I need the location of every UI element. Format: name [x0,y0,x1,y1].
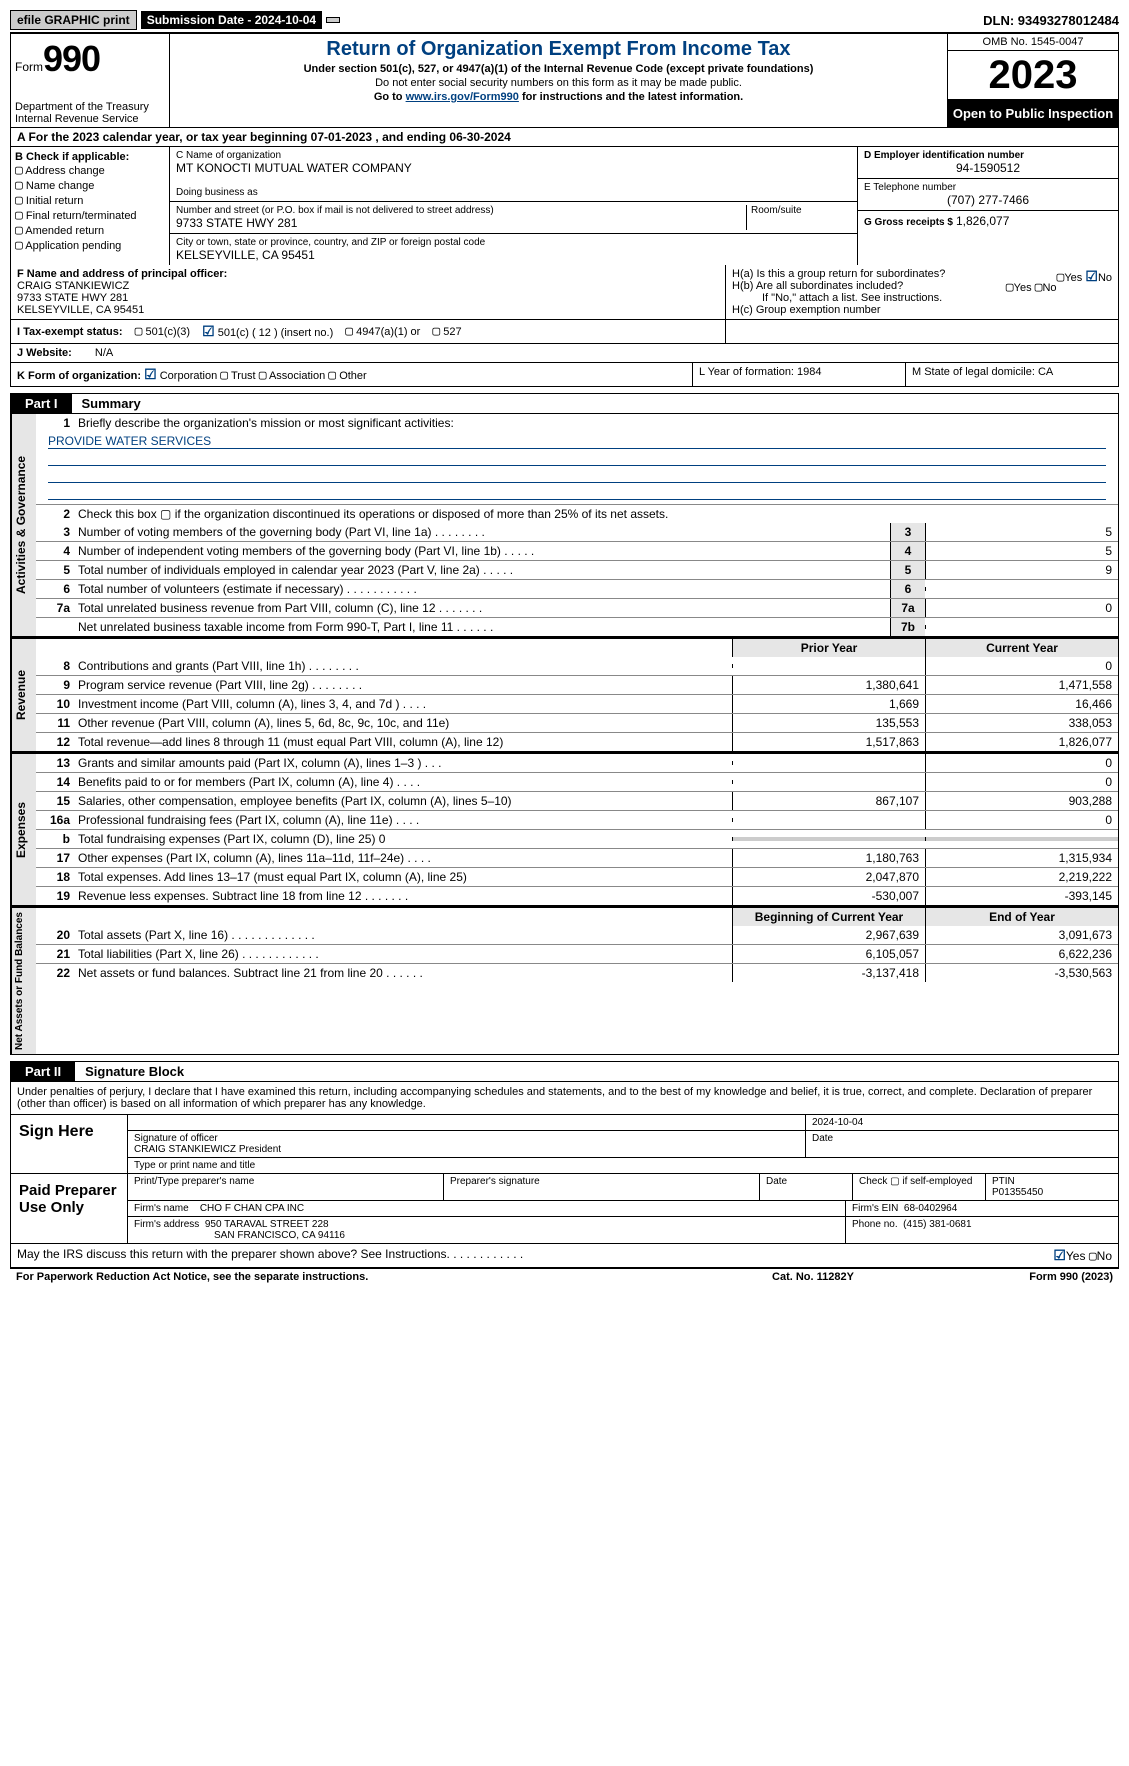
phone: (707) 277-7466 [864,193,1112,207]
officer-name: CRAIG STANKIEWICZ [17,280,719,292]
table-row: 18Total expenses. Add lines 13–17 (must … [36,867,1118,886]
table-row: Net unrelated business taxable income fr… [36,617,1118,636]
gross-receipts: 1,826,077 [956,214,1009,228]
netassets-section: Net Assets or Fund Balances Beginning of… [10,906,1119,1055]
ha-group-return: H(a) Is this a group return for subordin… [732,268,1112,280]
table-row: 4Number of independent voting members of… [36,541,1118,560]
table-row: 13Grants and similar amounts paid (Part … [36,754,1118,772]
form-title: Return of Organization Exempt From Incom… [176,38,941,61]
irs-link[interactable]: www.irs.gov/Form990 [406,91,519,103]
check-501c[interactable]: ☑ 501(c) ( 12 ) (insert no.) [202,323,333,340]
governance-section: Activities & Governance 1 Briefly descri… [10,414,1119,637]
ein: 94-1590512 [864,161,1112,175]
firm-ein: 68-0402964 [904,1203,957,1214]
org-address: 9733 STATE HWY 281 [176,216,746,230]
table-row: 16aProfessional fundraising fees (Part I… [36,810,1118,829]
sign-date: 2024-10-04 [806,1115,1118,1130]
check-trust[interactable]: ▢ Trust [220,370,255,382]
row-a-tax-year: A For the 2023 calendar year, or tax yea… [10,128,1119,147]
info-grid: B Check if applicable: ▢ Address change … [10,147,1119,265]
table-row: 12Total revenue—add lines 8 through 11 (… [36,732,1118,751]
state-domicile: M State of legal domicile: CA [906,363,1118,386]
check-address[interactable]: ▢ Address change [15,163,165,178]
hc-exemption: H(c) Group exemption number [732,304,1112,316]
subtitle-1: Under section 501(c), 527, or 4947(a)(1)… [176,63,941,75]
form-number: 990 [43,38,100,79]
table-row: 8Contributions and grants (Part VIII, li… [36,657,1118,675]
firm-address: 950 TARAVAL STREET 228 [205,1219,329,1230]
omb-number: OMB No. 1545-0047 [948,34,1118,51]
check-pending[interactable]: ▢ Application pending [15,238,165,253]
box-c: C Name of organization MT KONOCTI MUTUAL… [170,147,857,265]
table-row: 22Net assets or fund balances. Subtract … [36,963,1118,982]
open-to-public: Open to Public Inspection [948,100,1118,127]
table-row: 21Total liabilities (Part X, line 26) . … [36,944,1118,963]
expenses-section: Expenses 13Grants and similar amounts pa… [10,752,1119,906]
officer-signature: CRAIG STANKIEWICZ President [134,1144,799,1155]
mission: PROVIDE WATER SERVICES [48,434,1106,449]
check-name[interactable]: ▢ Name change [15,178,165,193]
check-final[interactable]: ▢ Final return/terminated [15,208,165,223]
table-row: 11Other revenue (Part VIII, column (A), … [36,713,1118,732]
check-4947[interactable]: ▢ 4947(a)(1) or [345,324,420,339]
check-501c3[interactable]: ▢ 501(c)(3) [135,324,191,339]
tax-year: 2023 [948,51,1118,100]
subtitle-3: Go to www.irs.gov/Form990 for instructio… [176,91,941,103]
department: Department of the Treasury Internal Reve… [15,101,149,125]
check-initial[interactable]: ▢ Initial return [15,193,165,208]
penalty-statement: Under penalties of perjury, I declare th… [10,1082,1119,1115]
row-k: K Form of organization: ☑ Corporation ▢ … [10,363,1119,387]
dln: DLN: 93493278012484 [983,13,1119,28]
efile-button[interactable]: efile GRAPHIC print [10,10,137,30]
sign-here: Sign Here 2024-10-04 Signature of office… [10,1115,1119,1174]
firm-name: CHO F CHAN CPA INC [200,1203,304,1214]
box-b: B Check if applicable: ▢ Address change … [11,147,170,265]
year-formation: L Year of formation: 1984 [693,363,906,386]
submission-date: Submission Date - 2024-10-04 [141,11,322,29]
part-2-header: Part II Signature Block [10,1061,1119,1082]
table-row: 5Total number of individuals employed in… [36,560,1118,579]
table-row: 10Investment income (Part VIII, column (… [36,694,1118,713]
irs-discuss: May the IRS discuss this return with the… [10,1244,1119,1268]
table-row: 9Program service revenue (Part VIII, lin… [36,675,1118,694]
form-word: Form [15,60,43,74]
paid-preparer: Paid Preparer Use Only Print/Type prepar… [10,1174,1119,1244]
box-d: D Employer identification number 94-1590… [857,147,1118,265]
hb-subordinates: H(b) Are all subordinates included? ▢Yes… [732,280,1112,292]
row-j: J Website: N/A [10,344,1119,363]
table-row: 15Salaries, other compensation, employee… [36,791,1118,810]
firm-phone: (415) 381-0681 [903,1219,971,1230]
table-row: 17Other expenses (Part IX, column (A), l… [36,848,1118,867]
table-row: 6Total number of volunteers (estimate if… [36,579,1118,598]
part-1-header: Part I Summary [10,393,1119,414]
table-row: 20Total assets (Part X, line 16) . . . .… [36,926,1118,944]
check-assoc[interactable]: ▢ Association [259,370,326,382]
check-other[interactable]: ▢ Other [328,370,366,382]
spacer-button [326,17,340,23]
revenue-section: Revenue Prior Year Current Year 8Contrib… [10,637,1119,752]
table-row: 3Number of voting members of the governi… [36,523,1118,541]
row-f-h: F Name and address of principal officer:… [10,265,1119,320]
org-city: KELSEYVILLE, CA 95451 [176,248,851,262]
ptin: P01355450 [992,1187,1112,1198]
table-row: 7aTotal unrelated business revenue from … [36,598,1118,617]
check-corp[interactable]: ☑ Corporation [144,370,217,382]
subtitle-2: Do not enter social security numbers on … [176,77,941,89]
form-header: Form990 Department of the Treasury Inter… [10,34,1119,128]
website: N/A [95,347,113,359]
footer: For Paperwork Reduction Act Notice, see … [10,1268,1119,1285]
table-row: bTotal fundraising expenses (Part IX, co… [36,829,1118,848]
check-527[interactable]: ▢ 527 [432,324,461,339]
table-row: 14Benefits paid to or for members (Part … [36,772,1118,791]
table-row: 19Revenue less expenses. Subtract line 1… [36,886,1118,905]
row-i: I Tax-exempt status: ▢ 501(c)(3) ☑ 501(c… [10,320,1119,344]
top-bar: efile GRAPHIC print Submission Date - 20… [10,10,1119,34]
org-name: MT KONOCTI MUTUAL WATER COMPANY [176,161,851,175]
check-amended[interactable]: ▢ Amended return [15,223,165,238]
